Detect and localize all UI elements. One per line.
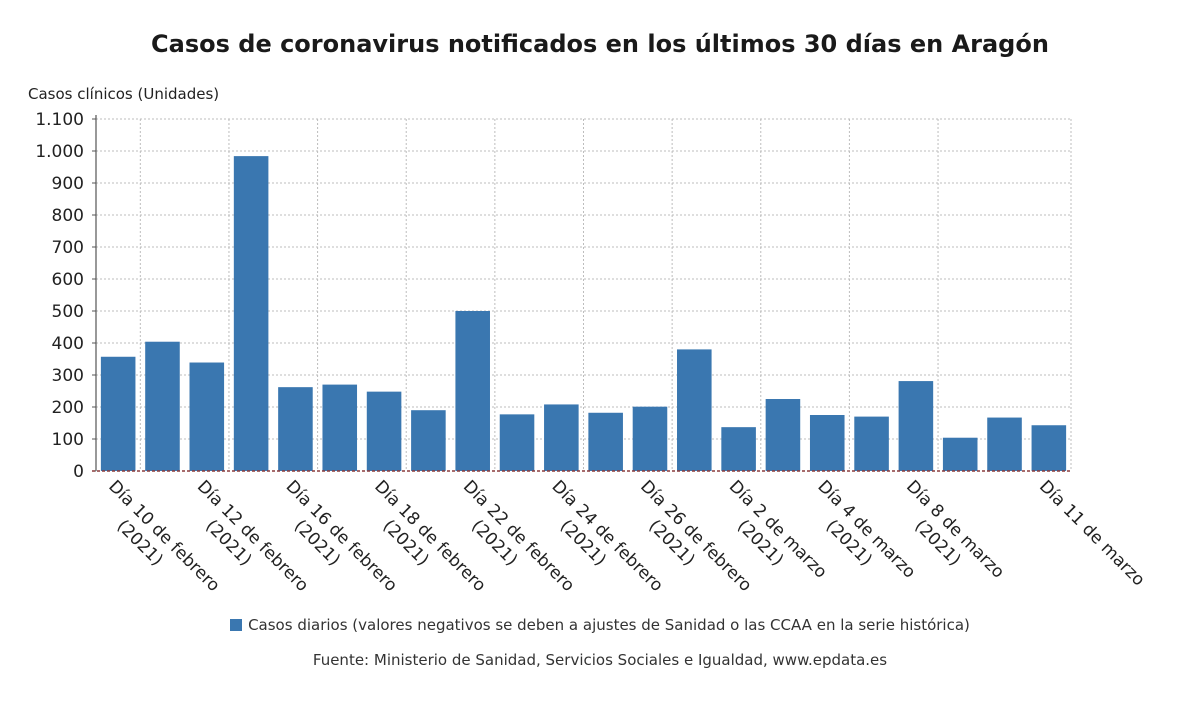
bar: [1031, 425, 1067, 471]
y-tick-label: 400: [52, 334, 84, 354]
axes: [92, 115, 1071, 472]
bar: [588, 412, 623, 471]
bar: [721, 427, 756, 471]
bar: [278, 387, 313, 471]
bar: [677, 349, 712, 471]
y-tick-label: 300: [52, 366, 84, 386]
y-tick-label: 1.000: [35, 142, 84, 162]
y-axis-ticks: 0 100 200 300 400 500 600 700 800 900 1.000 1.100: [35, 110, 84, 482]
bar: [455, 311, 490, 471]
legend: Casos diarios (valores negativos se debe…: [0, 616, 1200, 634]
bar: [898, 381, 934, 471]
bar: [145, 341, 180, 471]
bars: [100, 156, 1067, 471]
bar: [322, 384, 358, 471]
bar: [233, 156, 269, 471]
y-axis-label: Casos clínicos (Unidades): [28, 85, 219, 103]
bar: [632, 406, 668, 471]
y-tick-label: 0: [73, 462, 84, 482]
gridlines: [96, 118, 1072, 471]
legend-label: Casos diarios (valores negativos se debe…: [248, 616, 970, 634]
bar: [411, 410, 446, 471]
y-tick-label: 900: [52, 174, 84, 194]
x-axis-ticks: Día 10 de febrero(2021) Día 12 de febrero…: [104, 477, 1149, 596]
bar: [189, 362, 225, 471]
bar: [765, 399, 801, 471]
chart-title: Casos de coronavirus notificados en los …: [151, 30, 1049, 58]
bar: [809, 415, 845, 471]
x-tick-label: Día 11 de marzo: [1035, 477, 1149, 591]
bar: [366, 391, 402, 471]
legend-swatch: [230, 619, 243, 631]
bar: [987, 417, 1022, 471]
y-tick-label: 800: [52, 206, 84, 226]
bar: [854, 416, 889, 471]
bar: [100, 356, 136, 471]
y-tick-label: 1.100: [35, 110, 84, 130]
bar: [942, 437, 978, 471]
y-tick-label: 500: [52, 302, 84, 322]
x-tick-label-line: Día 11 de marzo: [1035, 477, 1149, 591]
source-note: Fuente: Ministerio de Sanidad, Servicios…: [312, 651, 888, 669]
y-tick-label: 700: [52, 238, 84, 258]
y-tick-label: 600: [52, 270, 84, 290]
bar: [544, 404, 579, 471]
y-tick-label: 100: [52, 430, 84, 450]
y-tick-label: 200: [52, 398, 84, 418]
bar: [499, 414, 535, 471]
